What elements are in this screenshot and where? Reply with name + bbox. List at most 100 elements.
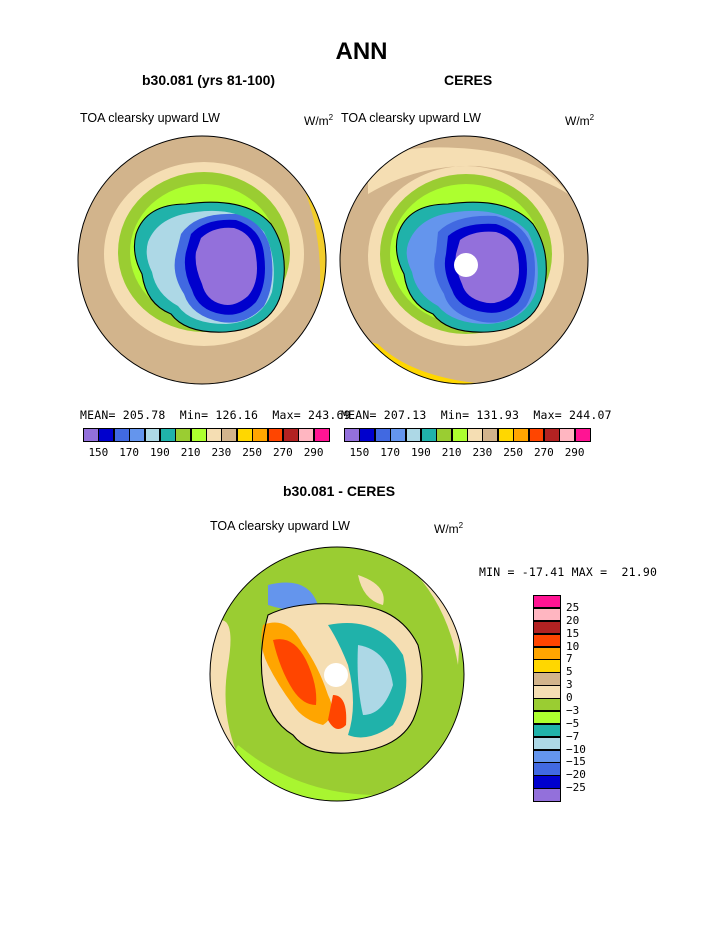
colorbar-swatch bbox=[236, 428, 253, 442]
colorbar-swatch bbox=[405, 428, 422, 442]
colorbar-swatch bbox=[533, 723, 561, 738]
panel-2-map bbox=[339, 135, 589, 385]
colorbar-level-label: −15 bbox=[566, 755, 586, 769]
panel-3-subtitle: TOA clearsky upward LW bbox=[210, 519, 350, 533]
panel-2-title: CERES bbox=[444, 72, 493, 88]
colorbar-swatch bbox=[420, 428, 437, 442]
colorbar-level-label: 10 bbox=[566, 639, 580, 653]
panel-1-subtitle: TOA clearsky upward LW bbox=[80, 111, 220, 125]
colorbar-swatch bbox=[533, 749, 561, 763]
colorbar-swatch bbox=[313, 428, 330, 442]
colorbar-swatch bbox=[298, 428, 315, 442]
map-region-diff-neg bbox=[357, 645, 393, 715]
colorbar-swatch bbox=[113, 428, 130, 442]
panel-1-map bbox=[77, 135, 327, 385]
panel-3-colorbar-labels: 25 20 15 10 7 5 3 0 −3 −5 −7 −10 −15 −20 −25 bbox=[566, 595, 626, 801]
colorbar-swatch bbox=[467, 428, 483, 442]
colorbar-level-label: 15 bbox=[566, 626, 580, 640]
colorbar-swatch bbox=[98, 428, 115, 442]
colorbar-swatch bbox=[359, 428, 376, 442]
panel-1-units: W/m2 bbox=[304, 113, 334, 128]
colorbar-swatch bbox=[344, 428, 360, 442]
colorbar-level-label: −5 bbox=[566, 716, 580, 730]
colorbar-level-label: −7 bbox=[566, 729, 580, 743]
map-coastline bbox=[395, 201, 547, 333]
colorbar-level-label: 25 bbox=[566, 600, 580, 614]
map-region-diff-pos bbox=[328, 695, 347, 729]
colorbar-level-label: 5 bbox=[566, 665, 573, 679]
colorbar-level-label: 7 bbox=[566, 652, 573, 666]
colorbar-swatch bbox=[533, 607, 561, 622]
panel-3-title: b30.081 - CERES bbox=[283, 483, 396, 499]
colorbar-level-label: −25 bbox=[566, 781, 586, 795]
colorbar-swatch bbox=[533, 659, 561, 673]
map-border bbox=[209, 546, 465, 802]
colorbar-swatch bbox=[533, 788, 561, 802]
colorbar-swatch bbox=[374, 428, 391, 442]
map-coastline bbox=[260, 603, 423, 754]
colorbar-swatch bbox=[144, 428, 161, 442]
map-region-interior bbox=[195, 227, 257, 305]
panel-1-title: b30.081 (yrs 81-100) bbox=[142, 72, 276, 88]
panel-3-units: W/m2 bbox=[434, 521, 464, 536]
colorbar-tick-label: 290 bbox=[564, 446, 585, 459]
colorbar-swatch bbox=[221, 428, 238, 442]
colorbar-level-label: −20 bbox=[566, 768, 586, 782]
colorbar-tick-label: 290 bbox=[303, 446, 324, 459]
panel-1-colorbar bbox=[83, 428, 330, 442]
colorbar-swatch bbox=[267, 428, 284, 442]
colorbar-tick-label: 250 bbox=[242, 446, 263, 459]
colorbar-swatch bbox=[533, 775, 561, 789]
map-region-band-230 bbox=[368, 147, 568, 194]
colorbar-swatch bbox=[528, 428, 545, 442]
colorbar-swatch bbox=[543, 428, 560, 442]
colorbar-tick-label: 150 bbox=[349, 446, 370, 459]
colorbar-swatch bbox=[129, 428, 145, 442]
colorbar-swatch bbox=[282, 428, 299, 442]
map-border bbox=[77, 135, 327, 385]
colorbar-swatch bbox=[533, 736, 561, 750]
panel-2-colorbar bbox=[344, 428, 591, 442]
panel-2-stats: MEAN= 207.13 Min= 131.93 Max= 244.07 bbox=[341, 408, 612, 422]
colorbar-swatch bbox=[533, 762, 561, 776]
colorbar-level-label: −10 bbox=[566, 742, 586, 756]
panel-3-stats: MIN = -17.41 MAX = 21.90 bbox=[479, 565, 658, 579]
colorbar-swatch bbox=[559, 428, 576, 442]
colorbar-swatch bbox=[533, 698, 561, 712]
colorbar-tick-label: 210 bbox=[180, 446, 201, 459]
map-border bbox=[339, 135, 589, 385]
colorbar-swatch bbox=[497, 428, 514, 442]
map-region-diff-neg bbox=[268, 582, 318, 610]
panel-2-subtitle: TOA clearsky upward LW bbox=[341, 111, 481, 125]
colorbar-swatch bbox=[533, 595, 561, 609]
colorbar-swatch bbox=[574, 428, 591, 442]
colorbar-tick-label: 150 bbox=[88, 446, 109, 459]
colorbar-swatch bbox=[513, 428, 529, 442]
colorbar-tick-label: 230 bbox=[211, 446, 232, 459]
map-region-interior bbox=[455, 231, 519, 304]
colorbar-level-label: −3 bbox=[566, 703, 580, 717]
colorbar-swatch bbox=[533, 672, 561, 686]
colorbar-tick-label: 270 bbox=[272, 446, 293, 459]
colorbar-swatch bbox=[436, 428, 453, 442]
map-region-diff-pos bbox=[273, 639, 317, 705]
colorbar-tick-label: 190 bbox=[410, 446, 431, 459]
colorbar-swatch bbox=[533, 633, 561, 647]
map-region-diff-near-zero bbox=[358, 575, 384, 605]
colorbar-swatch bbox=[533, 685, 561, 699]
colorbar-level-label: 0 bbox=[566, 691, 573, 704]
colorbar-swatch bbox=[533, 646, 561, 660]
colorbar-swatch bbox=[482, 428, 499, 442]
colorbar-swatch bbox=[206, 428, 222, 442]
colorbar-swatch bbox=[533, 620, 561, 635]
colorbar-level-label: 3 bbox=[566, 678, 573, 692]
colorbar-swatch bbox=[451, 428, 468, 442]
panel-3-colorbar bbox=[533, 595, 561, 802]
colorbar-tick-label: 230 bbox=[472, 446, 493, 459]
colorbar-swatch bbox=[190, 428, 207, 442]
page-title: ANN bbox=[335, 38, 388, 65]
colorbar-tick-label: 250 bbox=[503, 446, 524, 459]
colorbar-swatch bbox=[175, 428, 192, 442]
colorbar-swatch bbox=[533, 710, 561, 725]
map-coastline bbox=[133, 201, 285, 333]
